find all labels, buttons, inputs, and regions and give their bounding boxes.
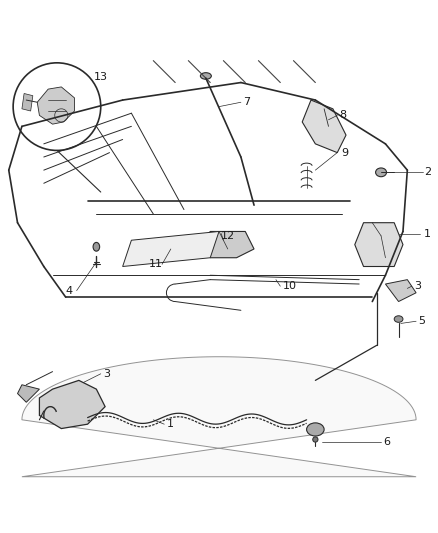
Text: 1: 1 (424, 229, 431, 239)
Text: 6: 6 (383, 437, 390, 447)
Polygon shape (201, 231, 254, 258)
Text: 3: 3 (414, 281, 421, 291)
Ellipse shape (307, 423, 324, 436)
Ellipse shape (375, 168, 387, 177)
Polygon shape (22, 93, 33, 111)
Text: 3: 3 (103, 369, 110, 379)
Ellipse shape (313, 437, 318, 442)
Polygon shape (123, 231, 219, 266)
Text: 9: 9 (341, 148, 348, 158)
Polygon shape (18, 385, 39, 402)
Polygon shape (39, 381, 105, 429)
Text: 2: 2 (424, 167, 431, 177)
Ellipse shape (93, 243, 99, 251)
Polygon shape (355, 223, 403, 266)
Ellipse shape (200, 72, 211, 79)
Text: 8: 8 (339, 110, 346, 120)
Text: 12: 12 (221, 231, 235, 241)
Ellipse shape (394, 316, 403, 322)
Text: 11: 11 (149, 260, 163, 269)
Text: 1: 1 (166, 419, 173, 429)
Polygon shape (302, 100, 346, 152)
Text: 5: 5 (418, 316, 425, 326)
Text: 10: 10 (283, 281, 297, 291)
Text: 4: 4 (66, 286, 73, 296)
Text: 7: 7 (243, 97, 250, 107)
Text: 13: 13 (94, 72, 108, 82)
Polygon shape (385, 280, 416, 302)
Polygon shape (37, 87, 74, 124)
Polygon shape (22, 357, 416, 477)
